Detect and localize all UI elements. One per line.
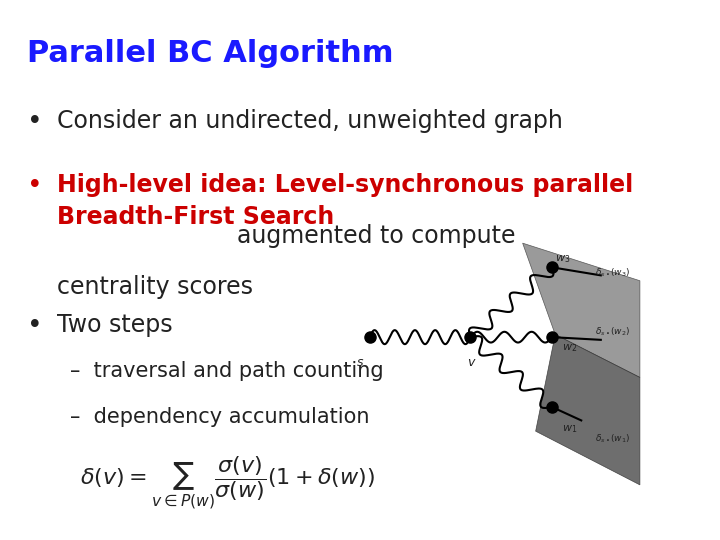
Text: •: •	[27, 109, 43, 135]
Text: $\delta_{s\bullet}(w_1)$: $\delta_{s\bullet}(w_1)$	[595, 433, 630, 446]
Text: Consider an undirected, unweighted graph: Consider an undirected, unweighted graph	[57, 109, 562, 133]
Text: $w_1$: $w_1$	[562, 423, 577, 435]
Text: $w_2$: $w_2$	[562, 342, 577, 354]
Text: augmented to compute: augmented to compute	[57, 224, 516, 248]
Text: –  dependency accumulation: – dependency accumulation	[70, 407, 369, 427]
Text: •: •	[27, 173, 43, 199]
Text: $w_3$: $w_3$	[555, 253, 570, 265]
Polygon shape	[523, 243, 640, 377]
Text: •: •	[27, 313, 43, 339]
Text: $\delta_{s\bullet}(w_2)$: $\delta_{s\bullet}(w_2)$	[595, 326, 630, 338]
Text: $\delta_{s\bullet}(w_3)$: $\delta_{s\bullet}(w_3)$	[595, 266, 630, 279]
Text: High-level idea: Level-synchronous parallel
Breadth-First Search: High-level idea: Level-synchronous paral…	[57, 173, 633, 229]
Text: v: v	[467, 356, 474, 369]
Text: s: s	[356, 356, 363, 369]
Text: Two steps: Two steps	[57, 313, 172, 337]
Text: $\delta(v) = \sum_{v \in P(w)} \dfrac{\sigma(v)}{\sigma(w)}\left(1+\delta(w)\rig: $\delta(v) = \sum_{v \in P(w)} \dfrac{\s…	[80, 455, 374, 512]
Text: –  traversal and path counting: – traversal and path counting	[70, 361, 384, 381]
Polygon shape	[536, 334, 640, 485]
Text: Parallel BC Algorithm: Parallel BC Algorithm	[27, 39, 394, 68]
Text: centrality scores: centrality scores	[57, 275, 253, 299]
